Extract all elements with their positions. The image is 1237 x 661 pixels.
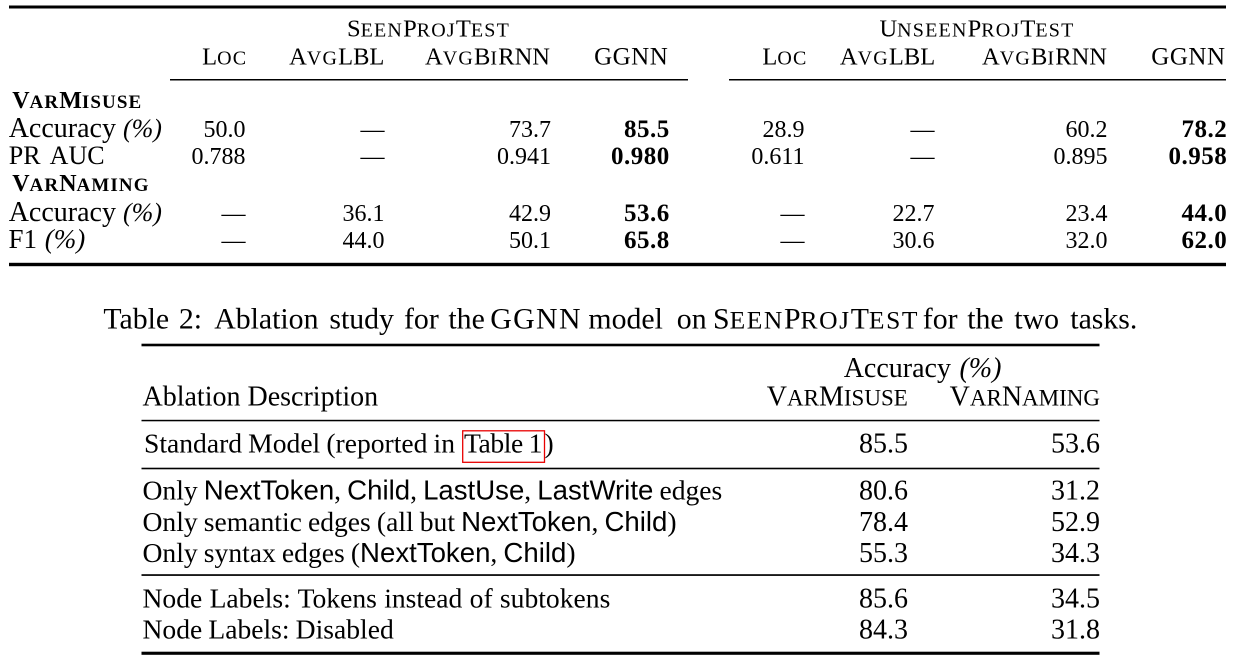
svg-text:Only syntax edges (NextToken,: Only syntax edges (NextToken, Child) bbox=[143, 537, 576, 568]
svg-text:AVGBIRNN: AVGBIRNN bbox=[982, 44, 1107, 71]
svg-text:0.895: 0.895 bbox=[1054, 144, 1108, 170]
svg-text:53.6: 53.6 bbox=[624, 200, 670, 227]
svg-text:50.1: 50.1 bbox=[509, 228, 551, 254]
svg-text:85.6: 85.6 bbox=[859, 584, 908, 615]
svg-text:55.3: 55.3 bbox=[859, 538, 908, 569]
svg-text:84.3: 84.3 bbox=[859, 615, 908, 646]
svg-text:65.8: 65.8 bbox=[624, 227, 670, 254]
svg-text:34.5: 34.5 bbox=[1051, 584, 1100, 615]
svg-text:Node Labels: Tokens instead of: Node Labels: Tokens instead of subtokens bbox=[143, 583, 611, 614]
svg-text:AVGLBL: AVGLBL bbox=[289, 44, 384, 71]
svg-text:23.4: 23.4 bbox=[1066, 201, 1108, 227]
svg-text:Ablation Description: Ablation Description bbox=[143, 382, 379, 413]
svg-text:0.611: 0.611 bbox=[751, 144, 804, 170]
svg-text:34.3: 34.3 bbox=[1051, 538, 1100, 569]
svg-text:—: — bbox=[221, 228, 247, 254]
svg-text:—: — bbox=[910, 144, 936, 170]
svg-text:0.980: 0.980 bbox=[611, 143, 670, 170]
svg-text:AVGBIRNN: AVGBIRNN bbox=[425, 44, 550, 71]
svg-text:52.9: 52.9 bbox=[1051, 507, 1100, 538]
svg-text:Accuracy (%): Accuracy (%) bbox=[9, 197, 162, 228]
svg-text:50.0: 50.0 bbox=[204, 117, 246, 143]
svg-text:VARNAMING: VARNAMING bbox=[950, 382, 1100, 413]
svg-text:22.7: 22.7 bbox=[893, 201, 935, 227]
svg-text:—: — bbox=[780, 201, 806, 227]
svg-text:GGNN: GGNN bbox=[1151, 44, 1225, 71]
svg-text:Accuracy (%): Accuracy (%) bbox=[9, 113, 162, 144]
svg-text:31.2: 31.2 bbox=[1051, 476, 1100, 507]
svg-text:F1 (%): F1 (%) bbox=[9, 224, 86, 254]
svg-text:78.2: 78.2 bbox=[1181, 116, 1227, 143]
svg-text:28.9: 28.9 bbox=[763, 117, 805, 143]
svg-text:—: — bbox=[221, 201, 247, 227]
svg-text:GGNN: GGNN bbox=[594, 44, 668, 71]
svg-text:LOC: LOC bbox=[762, 44, 807, 71]
svg-text:44.0: 44.0 bbox=[343, 228, 385, 254]
svg-text:0.788: 0.788 bbox=[192, 144, 246, 170]
svg-text:73.7: 73.7 bbox=[509, 117, 551, 143]
svg-text:—: — bbox=[360, 144, 386, 170]
svg-text:53.6: 53.6 bbox=[1051, 428, 1100, 459]
svg-text:36.1: 36.1 bbox=[343, 201, 385, 227]
svg-text:Accuracy (%): Accuracy (%) bbox=[844, 353, 1002, 384]
svg-text:80.6: 80.6 bbox=[859, 476, 908, 507]
svg-text:VARMISUSE: VARMISUSE bbox=[767, 382, 908, 413]
svg-text:LOC: LOC bbox=[202, 44, 247, 71]
svg-text:Only semantic edges (all but N: Only semantic edges (all but NextToken, … bbox=[143, 506, 677, 537]
svg-text:Node Labels: Disabled: Node Labels: Disabled bbox=[143, 614, 394, 645]
svg-text:PR AUC: PR AUC bbox=[9, 141, 105, 170]
svg-text:78.4: 78.4 bbox=[859, 507, 908, 538]
svg-text:60.2: 60.2 bbox=[1066, 117, 1108, 143]
svg-text:31.8: 31.8 bbox=[1051, 615, 1100, 646]
svg-text:AVGLBL: AVGLBL bbox=[840, 44, 935, 71]
svg-text:—: — bbox=[360, 117, 386, 143]
svg-text:62.0: 62.0 bbox=[1181, 227, 1227, 254]
svg-text:32.0: 32.0 bbox=[1066, 228, 1108, 254]
svg-text:VARMISUSE: VARMISUSE bbox=[12, 88, 142, 114]
svg-text:85.5: 85.5 bbox=[624, 116, 670, 143]
svg-text:—: — bbox=[910, 117, 936, 143]
svg-text:42.9: 42.9 bbox=[509, 201, 551, 227]
svg-text:UNSEENPROJTEST: UNSEENPROJTEST bbox=[879, 16, 1074, 43]
svg-text:44.0: 44.0 bbox=[1181, 200, 1227, 227]
svg-text:VARNAMING: VARNAMING bbox=[12, 171, 149, 197]
svg-text:0.958: 0.958 bbox=[1168, 143, 1227, 170]
svg-text:SEENPROJTEST: SEENPROJTEST bbox=[347, 16, 510, 43]
svg-text:30.6: 30.6 bbox=[893, 228, 935, 254]
svg-text:85.5: 85.5 bbox=[859, 428, 908, 459]
svg-text:—: — bbox=[780, 228, 806, 254]
svg-text:Only NextToken, Child, LastUse: Only NextToken, Child, LastUse, LastWrit… bbox=[143, 475, 723, 506]
svg-text:0.941: 0.941 bbox=[497, 144, 551, 170]
